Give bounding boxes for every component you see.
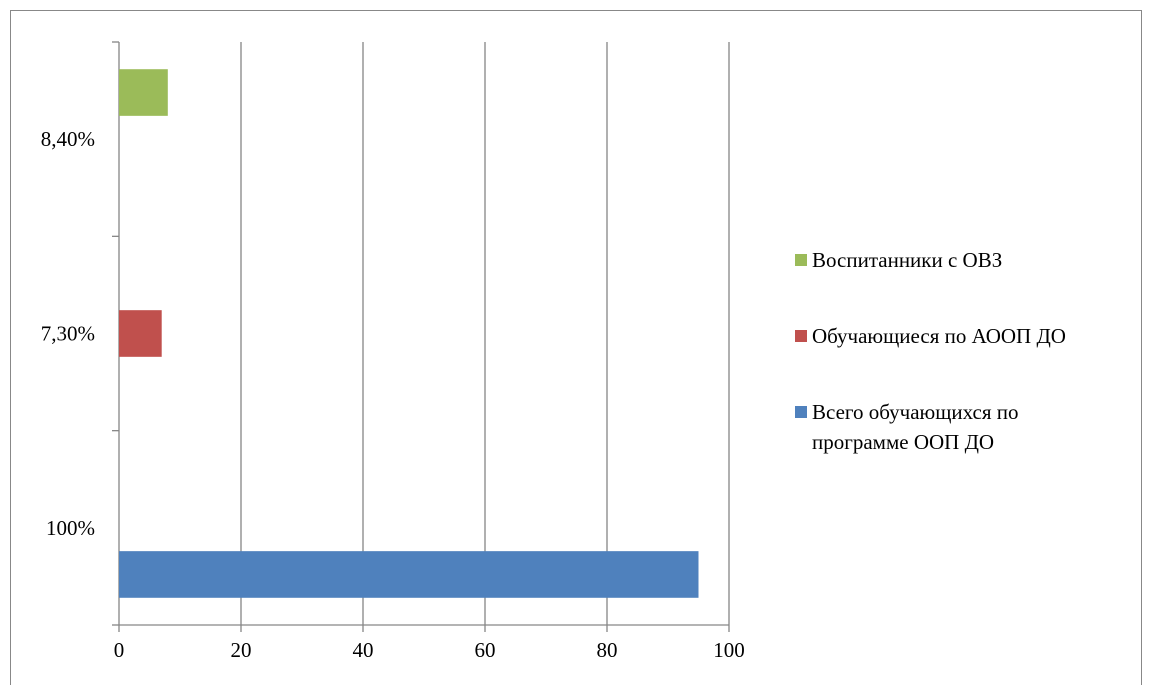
axes — [112, 41, 730, 632]
legend-label: Всего обучающихся по программе ООП ДО — [812, 400, 1018, 454]
x-tick-label: 40 — [353, 638, 374, 662]
x-tick-label: 60 — [475, 638, 496, 662]
x-tick-labels: 0 20 40 60 80 100 — [114, 638, 745, 662]
x-tick-label: 20 — [231, 638, 252, 662]
x-tick-label: 80 — [597, 638, 618, 662]
bar — [119, 551, 699, 598]
bar — [119, 310, 162, 357]
category-label: 8,40% — [41, 127, 95, 151]
legend-swatch — [795, 406, 807, 418]
legend-label: Воспитанники с ОВЗ — [812, 248, 1002, 272]
legend-swatch — [795, 254, 807, 266]
category-labels: 100% 7,30% 8,40% — [41, 127, 95, 540]
bar — [119, 69, 168, 116]
legend-label: Обучающиеся по АООП ДО — [812, 324, 1066, 348]
legend-swatch — [795, 330, 807, 342]
legend: Воспитанники с ОВЗ Обучающиеся по АООП ДО… — [795, 248, 1066, 454]
x-tick-label: 0 — [114, 638, 125, 662]
bars — [119, 69, 699, 598]
chart-frame — [10, 10, 1142, 685]
x-tick-label: 100 — [713, 638, 745, 662]
gridlines — [240, 42, 730, 625]
category-label: 7,30% — [41, 322, 95, 346]
category-label: 100% — [46, 516, 95, 540]
